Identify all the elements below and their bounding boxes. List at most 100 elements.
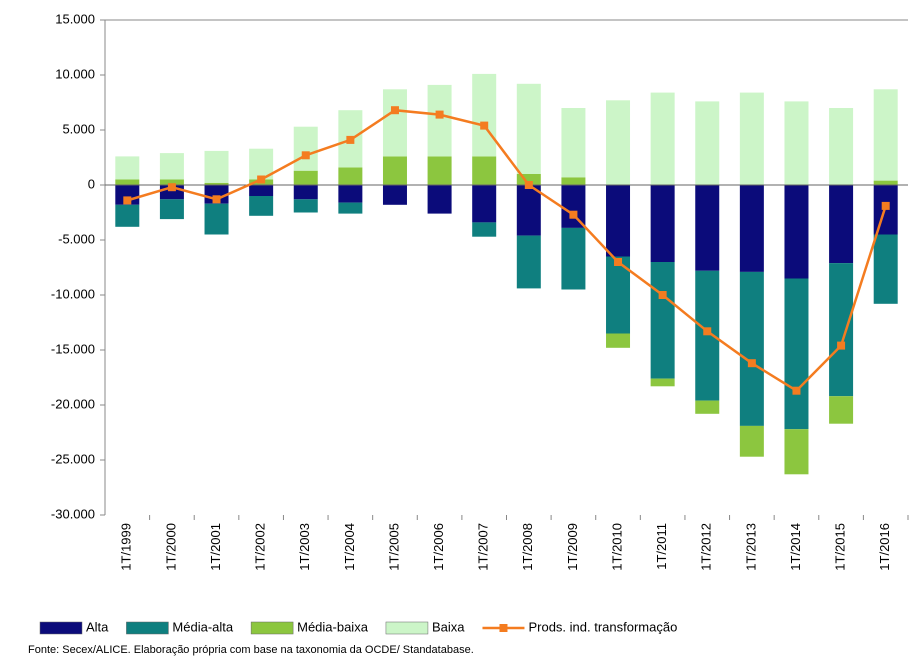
- legend-swatch: [39, 621, 83, 635]
- line-marker: [569, 210, 578, 219]
- bar-segment: [873, 89, 898, 181]
- bar-segment: [204, 185, 229, 204]
- bar-segment: [650, 262, 675, 379]
- x-tick-label: 1T/2013: [743, 523, 758, 571]
- bar-segment: [561, 108, 586, 178]
- y-tick-label: 0: [88, 176, 95, 191]
- bar-segment: [382, 89, 407, 157]
- bar-segment: [606, 333, 631, 348]
- bar-segment: [561, 185, 586, 228]
- bar-segment: [293, 170, 318, 185]
- bar-segment: [338, 167, 363, 185]
- bar-segment: [427, 185, 452, 214]
- x-tick-label: 1T/2006: [431, 523, 446, 571]
- legend-label: Prods. ind. transformação: [528, 619, 677, 634]
- bar-segment: [382, 185, 407, 205]
- bar-segment: [561, 227, 586, 290]
- bar-segment: [516, 185, 541, 236]
- bar-segment: [249, 185, 274, 196]
- bar-segment: [784, 185, 809, 279]
- bar-segment: [204, 203, 229, 235]
- bar-segment: [516, 174, 541, 185]
- line-marker: [837, 341, 846, 350]
- line-marker: [346, 135, 355, 144]
- y-tick-label: -20.000: [51, 396, 95, 411]
- x-tick-label: 1T/1999: [119, 523, 134, 571]
- bar-segment: [829, 263, 854, 397]
- x-tick-label: 1T/2016: [877, 523, 892, 571]
- bar-segment: [204, 150, 229, 183]
- bar-segment: [829, 185, 854, 264]
- x-tick-label: 1T/2004: [342, 523, 357, 571]
- legend-swatch: [499, 624, 508, 632]
- bar-segment: [293, 126, 318, 171]
- bar-segment: [873, 180, 898, 185]
- bar-segment: [695, 185, 720, 271]
- y-tick-label: -30.000: [51, 506, 95, 521]
- line-marker: [435, 110, 444, 119]
- y-tick-label: 15.000: [55, 11, 95, 26]
- line-marker: [703, 327, 712, 336]
- bar-segment: [829, 396, 854, 424]
- x-tick-label: 1T/2003: [297, 523, 312, 571]
- legend-swatch: [385, 621, 429, 635]
- bar-segment: [382, 156, 407, 185]
- bar-segment: [739, 425, 764, 457]
- x-tick-label: 1T/2011: [654, 523, 669, 570]
- bar-segment: [293, 199, 318, 213]
- bar-segment: [472, 185, 497, 223]
- y-tick-label: -15.000: [51, 341, 95, 356]
- line-marker: [614, 258, 623, 266]
- bar-segment: [650, 92, 675, 185]
- bar-segment: [115, 179, 140, 185]
- bar-segment: [427, 156, 452, 185]
- x-tick-label: 1T/2015: [833, 523, 848, 571]
- legend-label: Média-baixa: [297, 619, 369, 634]
- bar-segment: [338, 202, 363, 214]
- source-note: Fonte: Secex/ALICE. Elaboração própria c…: [28, 644, 474, 656]
- x-tick-label: 1T/2002: [253, 523, 268, 571]
- bar-segment: [784, 101, 809, 185]
- y-tick-label: -5.000: [58, 231, 95, 246]
- bar-segment: [115, 156, 140, 180]
- x-tick-label: 1T/2005: [386, 523, 401, 571]
- bar-segment: [115, 204, 140, 227]
- bar-segment: [293, 185, 318, 200]
- x-tick-label: 1T/2008: [520, 523, 535, 571]
- y-tick-label: 5.000: [62, 121, 95, 136]
- legend-label: Alta: [86, 619, 109, 634]
- y-tick-label: -25.000: [51, 451, 95, 466]
- line-marker: [792, 386, 801, 395]
- bar-segment: [650, 185, 675, 262]
- bar-segment: [249, 196, 274, 216]
- x-tick-label: 1T/2012: [699, 523, 714, 571]
- y-tick-label: 10.000: [55, 66, 95, 81]
- bar-segment: [650, 378, 675, 387]
- x-tick-label: 1T/2009: [565, 523, 580, 571]
- bar-segment: [695, 400, 720, 414]
- x-tick-label: 1T/2010: [609, 523, 624, 571]
- bar-segment: [159, 179, 184, 185]
- legend-label: Baixa: [432, 619, 465, 634]
- bar-segment: [739, 271, 764, 426]
- bar-segment: [739, 185, 764, 272]
- line-marker: [301, 151, 310, 160]
- bar-segment: [606, 185, 631, 257]
- y-tick-label: -10.000: [51, 286, 95, 301]
- bar-segment: [159, 199, 184, 220]
- line-marker: [167, 183, 176, 192]
- bar-segment: [784, 429, 809, 475]
- x-tick-label: 1T/2001: [208, 523, 223, 571]
- bar-segment: [472, 222, 497, 237]
- x-tick-label: 1T/2007: [476, 523, 491, 571]
- line-marker: [658, 291, 667, 299]
- line-marker: [480, 121, 489, 130]
- bar-segment: [516, 235, 541, 289]
- bar-segment: [472, 156, 497, 185]
- line-marker: [881, 201, 890, 210]
- bar-segment: [695, 101, 720, 185]
- bar-segment: [695, 270, 720, 401]
- bar-segment: [516, 83, 541, 174]
- bar-segment: [784, 278, 809, 430]
